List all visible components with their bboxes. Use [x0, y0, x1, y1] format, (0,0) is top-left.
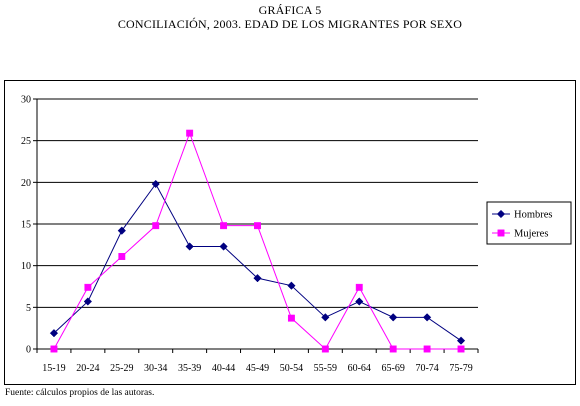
data-point-mujeres-45-49	[254, 222, 261, 230]
data-point-hombres-15-19	[49, 329, 59, 338]
chart-frame	[4, 80, 576, 385]
x-tick-label-15-19: 15-19	[42, 363, 65, 374]
legend: Hombres Mujeres	[486, 201, 572, 245]
data-point-mujeres-75-79	[457, 345, 465, 353]
figure-label: GRÁFICA 5	[258, 3, 322, 17]
y-tick-label-25: 25	[21, 136, 31, 147]
series-layer	[49, 129, 466, 353]
data-point-mujeres-65-69	[389, 345, 397, 353]
data-point-hombres-45-49	[253, 274, 262, 283]
data-point-hombres-55-59	[321, 313, 330, 322]
data-point-hombres-20-24	[83, 297, 93, 306]
series-line-mujeres	[53, 131, 462, 350]
y-axis-ticks: 0 5 10 15 20 25 30	[21, 95, 37, 356]
legend-label-mujeres: Mujeres	[514, 229, 548, 240]
x-tick-label-40-44: 40-44	[212, 363, 235, 374]
legend-marker-mujeres	[497, 229, 505, 237]
data-point-hombres-50-54	[287, 281, 296, 290]
data-point-hombres-60-64	[355, 297, 364, 306]
data-point-hombres-30-34	[151, 179, 160, 189]
x-tick-label-45-49: 45-49	[246, 363, 269, 374]
legend-label-hombres: Hombres	[514, 210, 553, 221]
data-point-mujeres-40-44	[220, 222, 228, 230]
source-note: Fuente: cálculos propios de las autoras.	[5, 388, 155, 398]
x-tick-label-50-54: 50-54	[280, 363, 303, 374]
y-tick-label-0: 0	[26, 345, 31, 356]
data-point-mujeres-30-34	[152, 222, 160, 230]
y-tick-label-15: 15	[21, 220, 31, 231]
data-point-mujeres-20-24	[84, 283, 92, 291]
chart-title: CONCILIACIÓN, 2003. EDAD DE LOS MIGRANTE…	[117, 17, 463, 31]
data-point-mujeres-15-19	[50, 345, 58, 353]
data-point-hombres-25-29	[117, 226, 126, 235]
y-tick-label-10: 10	[21, 261, 31, 272]
data-point-hombres-75-79	[456, 336, 466, 345]
data-point-hombres-35-39	[185, 242, 194, 251]
data-point-mujeres-70-74	[423, 345, 431, 353]
x-tick-label-35-39: 35-39	[178, 363, 201, 374]
x-tick-label-20-24: 20-24	[76, 363, 99, 374]
data-point-mujeres-35-39	[186, 129, 194, 137]
legend-marker-hombres	[496, 209, 506, 219]
x-axis-ticks: 15-19 20-24 25-29 30-34 35-39 40-44 45-49 50-54…	[36, 349, 479, 374]
x-tick-label-75-79: 75-79	[449, 363, 472, 374]
x-tick-label-70-74: 70-74	[415, 363, 438, 374]
y-tick-label-20: 20	[21, 178, 31, 189]
gridlines	[37, 98, 478, 308]
x-tick-label-60-64: 60-64	[348, 363, 371, 374]
legend-box	[486, 201, 572, 245]
x-tick-label-65-69: 65-69	[382, 363, 405, 374]
y-tick-label-5: 5	[26, 303, 31, 314]
y-tick-label-30: 30	[21, 95, 31, 106]
data-point-hombres-40-44	[219, 242, 228, 251]
x-tick-label-30-34: 30-34	[144, 363, 167, 374]
data-point-mujeres-50-54	[287, 314, 295, 322]
x-tick-label-55-59: 55-59	[314, 363, 337, 374]
data-point-hombres-70-74	[422, 313, 432, 322]
data-point-mujeres-55-59	[321, 345, 329, 353]
data-point-mujeres-60-64	[355, 283, 363, 291]
data-point-mujeres-25-29	[118, 253, 126, 260]
x-tick-label-25-29: 25-29	[110, 363, 133, 374]
data-point-hombres-65-69	[389, 313, 398, 322]
